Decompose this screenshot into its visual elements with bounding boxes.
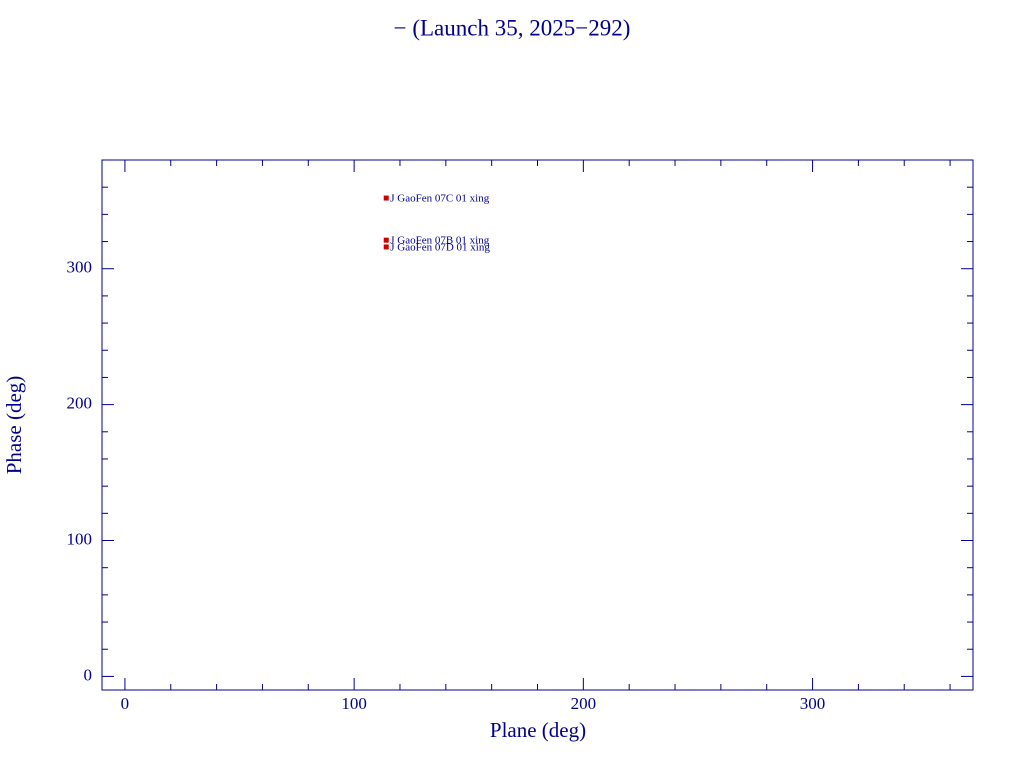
x-tick-label: 0 [121,694,130,713]
chart-title: − (Launch 35, 2025−292) [394,15,631,40]
y-tick-label: 0 [84,665,93,684]
x-tick-label: 200 [571,694,597,713]
y-tick-label: 300 [67,258,93,277]
point [383,237,389,243]
y-axis-label: Phase (deg) [2,376,26,475]
point [383,195,389,201]
point-label: J GaoFen 07D 01 xing [390,242,490,254]
point-label: J GaoFen 07C 01 xing [390,193,490,205]
point [383,244,389,250]
x-tick-label: 100 [341,694,367,713]
x-tick-label: 300 [800,694,826,713]
x-axis-label: Plane (deg) [490,718,586,742]
plot-frame [101,159,974,691]
point-label: J GaoFen 07B 01 xing [390,235,490,247]
y-tick-label: 200 [67,394,93,413]
y-tick-label: 100 [67,529,93,548]
